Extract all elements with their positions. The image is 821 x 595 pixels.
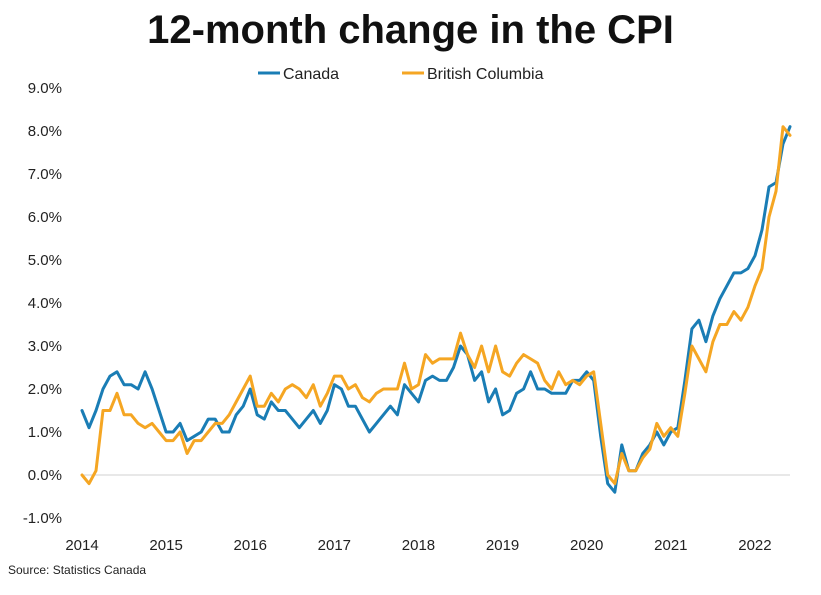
y-tick-label: 2.0%: [28, 381, 62, 398]
y-tick-label: 9.0%: [28, 80, 62, 97]
y-tick-label: 0.0%: [28, 467, 62, 484]
x-tick-label: 2022: [738, 537, 771, 554]
y-tick-label: 4.0%: [28, 295, 62, 312]
x-tick-label: 2021: [654, 537, 687, 554]
y-tick-label: 1.0%: [28, 424, 62, 441]
x-tick-label: 2019: [486, 537, 519, 554]
series-line-canada: [80, 125, 792, 494]
chart-title: 12-month change in the CPI: [147, 8, 674, 52]
x-tick-label: 2015: [149, 537, 182, 554]
y-tick-label: -1.0%: [23, 510, 62, 527]
x-tick-label: 2018: [402, 537, 435, 554]
legend-label: British Columbia: [427, 66, 544, 83]
y-tick-label: 5.0%: [28, 252, 62, 269]
legend: Canada British Columbia: [258, 66, 544, 83]
series-line-british-columbia: [80, 125, 792, 486]
x-tick-label: 2017: [318, 537, 351, 554]
legend-label: Canada: [283, 66, 339, 83]
x-tick-label: 2020: [570, 537, 603, 554]
x-tick-label: 2016: [234, 537, 267, 554]
y-tick-label: 7.0%: [28, 166, 62, 183]
x-axis-ticks: 2014 2015 2016 2017 2018 2019 2020 2021 2022: [65, 537, 771, 554]
y-axis-ticks: -1.0% 0.0% 1.0% 2.0% 3.0% 4.0% 5.0% 6.0% 7.0% 8.0…: [23, 80, 62, 527]
y-tick-label: 6.0%: [28, 209, 62, 226]
source-note: Source: Statistics Canada: [8, 563, 147, 577]
y-tick-label: 3.0%: [28, 338, 62, 355]
y-tick-label: 8.0%: [28, 123, 62, 140]
series-lines: [80, 125, 792, 494]
x-tick-label: 2014: [65, 537, 98, 554]
